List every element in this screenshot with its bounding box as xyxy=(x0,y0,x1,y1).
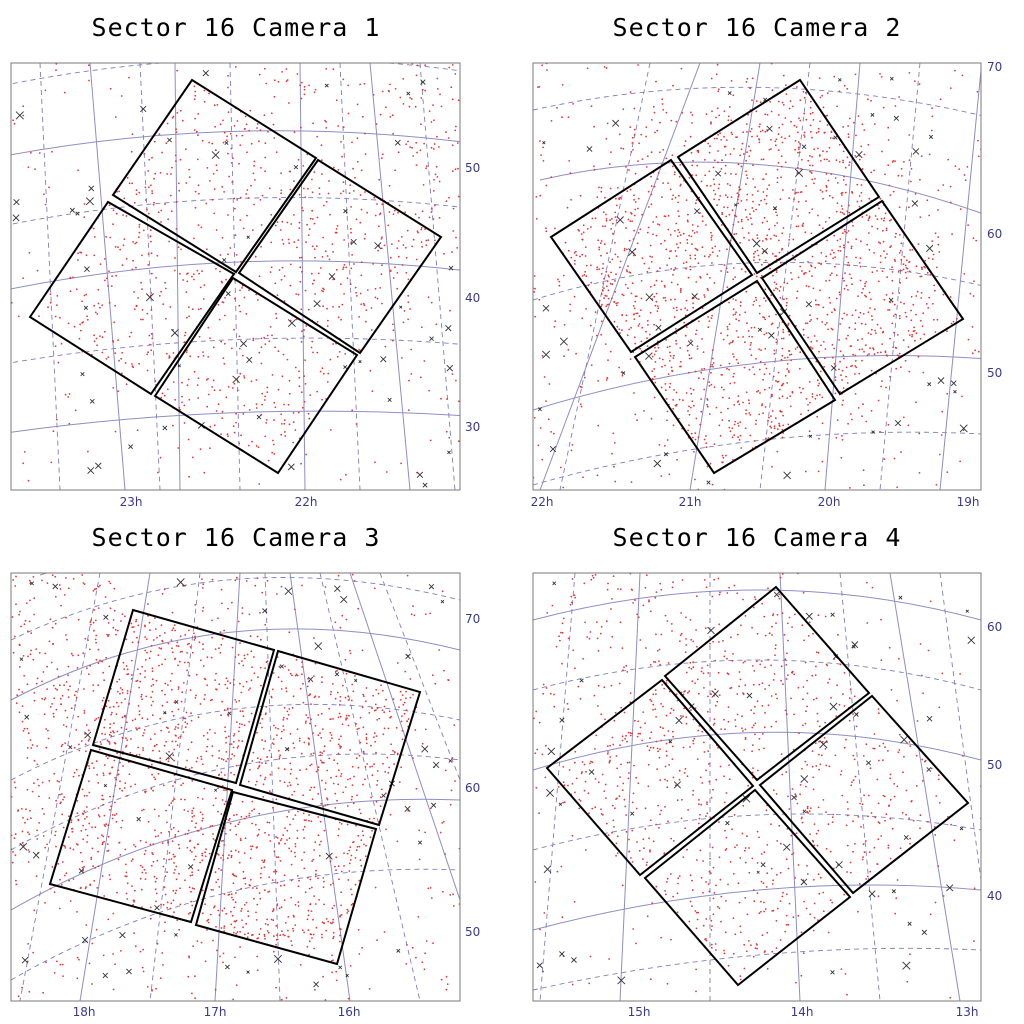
ccd-outlines xyxy=(545,585,970,987)
ra-label: 22h xyxy=(295,495,318,509)
dec-label: 50 xyxy=(987,366,1002,380)
dec-parallels xyxy=(11,573,460,981)
ccd-4 xyxy=(153,276,359,475)
dec-label: 30 xyxy=(465,420,480,434)
dec-parallels xyxy=(533,589,981,991)
ccd-2 xyxy=(676,78,881,275)
ra-label: 22h xyxy=(531,495,554,509)
ra-label: 14h xyxy=(791,1005,814,1019)
star-field xyxy=(533,573,981,999)
ra-label: 23h xyxy=(120,495,143,509)
dec-parallels xyxy=(533,86,981,486)
panel-camera-2: Sector 16 Camera 2 xyxy=(531,13,1003,509)
dec-label: 50 xyxy=(465,925,480,939)
ccd-outlines xyxy=(48,608,422,966)
ccd-2 xyxy=(238,649,422,827)
ra-meridians xyxy=(539,63,981,490)
ccd-4 xyxy=(760,199,965,396)
panel-camera-3: Sector 16 Camera 3 xyxy=(10,523,480,1019)
bright-star-markers xyxy=(12,69,454,488)
ra-label: 20h xyxy=(818,495,841,509)
ccd-1 xyxy=(549,158,754,354)
ccd-4 xyxy=(194,790,378,966)
dec-label: 60 xyxy=(987,620,1002,634)
dec-label: 60 xyxy=(987,227,1002,241)
dec-label: 70 xyxy=(987,60,1002,74)
ccd-4 xyxy=(643,788,852,987)
ra-label: 21h xyxy=(679,495,702,509)
ccd-outlines xyxy=(28,78,443,475)
ccd-2 xyxy=(237,158,443,355)
dec-label: 40 xyxy=(987,889,1002,903)
bright-star-markers xyxy=(19,578,453,988)
ccd-1 xyxy=(91,608,276,785)
dec-label: 50 xyxy=(465,161,480,175)
plot-frame xyxy=(10,572,461,1002)
ccd-3 xyxy=(48,748,234,924)
dec-label: 60 xyxy=(465,781,480,795)
ra-label: 15h xyxy=(628,1005,651,1019)
panel-camera-4: Sector 16 Camera 4 xyxy=(532,523,1002,1019)
ccd-3 xyxy=(545,678,755,877)
star-field xyxy=(533,63,981,490)
bright-star-markers xyxy=(537,76,968,485)
panel-title: Sector 16 Camera 2 xyxy=(613,13,902,42)
ra-label: 17h xyxy=(204,1005,227,1019)
plot-frame xyxy=(532,572,982,1002)
panel-title: Sector 16 Camera 1 xyxy=(92,13,381,42)
ccd-3 xyxy=(633,279,837,475)
ccd-1 xyxy=(663,585,871,782)
ccd-1 xyxy=(111,78,318,274)
ccd-3 xyxy=(28,200,236,396)
ra-label: 19h xyxy=(957,495,980,509)
ra-meridians xyxy=(39,63,456,490)
plot-frame xyxy=(532,62,982,491)
ra-label: 18h xyxy=(73,1005,96,1019)
ccd-2 xyxy=(758,694,970,895)
plot-frame xyxy=(10,62,461,491)
panel-title: Sector 16 Camera 4 xyxy=(613,523,902,552)
dec-label: 50 xyxy=(987,758,1002,772)
ra-label: 13h xyxy=(956,1005,979,1019)
ccd-outlines xyxy=(549,78,965,475)
dec-label: 70 xyxy=(465,612,480,626)
dec-parallels xyxy=(11,63,460,433)
bright-star-markers xyxy=(536,581,976,985)
star-field xyxy=(11,573,460,1001)
dec-label: 40 xyxy=(465,291,480,305)
ra-label: 16h xyxy=(338,1005,361,1019)
panel-title: Sector 16 Camera 3 xyxy=(92,523,381,552)
ra-meridians xyxy=(539,573,981,1001)
panel-camera-1: Sector 16 Camera 1 xyxy=(10,13,480,509)
